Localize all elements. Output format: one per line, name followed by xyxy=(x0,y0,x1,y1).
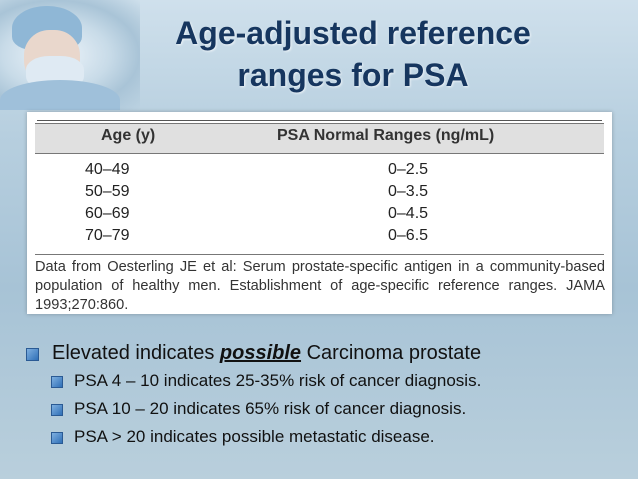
column-header-psa-range: PSA Normal Ranges (ng/mL) xyxy=(277,127,495,144)
range-cell: 0–6.5 xyxy=(388,227,429,244)
slide-title-line-1: Age-adjusted reference xyxy=(175,15,531,51)
table-header-band xyxy=(35,123,604,154)
table-source-note: Data from Oesterling JE et al: Serum pro… xyxy=(35,259,605,313)
table-bottom-rule xyxy=(35,254,604,255)
bullet-sub-item: PSA 10 – 20 indicates 65% risk of cancer… xyxy=(26,396,481,422)
bullet-main-text-pre: Elevated indicates xyxy=(52,342,220,364)
table-row: 60–69 0–4.5 xyxy=(27,205,612,227)
table-row: 70–79 0–6.5 xyxy=(27,227,612,249)
table-row: 40–49 0–2.5 xyxy=(27,161,612,183)
bullet-list: Elevated indicates possible Carcinoma pr… xyxy=(26,340,481,450)
age-cell: 40–49 xyxy=(85,161,130,178)
bullet-sub-item: PSA > 20 indicates possible metastatic d… xyxy=(26,424,481,450)
square-bullet-icon xyxy=(51,376,63,388)
bullet-sub-text: PSA 10 – 20 indicates 65% risk of cancer… xyxy=(74,399,467,418)
bullet-main-emphasis: possible xyxy=(219,342,302,364)
range-cell: 0–3.5 xyxy=(388,183,429,200)
column-header-age: Age (y) xyxy=(101,127,156,144)
range-cell: 0–2.5 xyxy=(388,161,429,178)
age-cell: 70–79 xyxy=(85,227,130,244)
slide-title: Age-adjusted reference ranges for PSA xyxy=(118,12,588,96)
bullet-sub-text: PSA 4 – 10 indicates 25-35% risk of canc… xyxy=(74,371,482,390)
gown-shape xyxy=(0,80,120,110)
slide-title-line-2: ranges for PSA xyxy=(237,57,469,93)
age-cell: 60–69 xyxy=(85,205,130,222)
bullet-sub-text: PSA > 20 indicates possible metastatic d… xyxy=(74,427,435,446)
range-cell: 0–4.5 xyxy=(388,205,429,222)
bullet-main: Elevated indicates possible Carcinoma pr… xyxy=(26,340,481,366)
table-top-rule xyxy=(37,120,602,121)
square-bullet-icon xyxy=(26,348,39,361)
bullet-main-text-post: Carcinoma prostate xyxy=(301,342,482,364)
bullet-sub-item: PSA 4 – 10 indicates 25-35% risk of canc… xyxy=(26,368,481,394)
square-bullet-icon xyxy=(51,432,63,444)
square-bullet-icon xyxy=(51,404,63,416)
psa-reference-table: Age (y) PSA Normal Ranges (ng/mL) 40–49 … xyxy=(27,112,612,314)
doctor-photo-icon xyxy=(0,0,140,110)
age-cell: 50–59 xyxy=(85,183,130,200)
table-row: 50–59 0–3.5 xyxy=(27,183,612,205)
